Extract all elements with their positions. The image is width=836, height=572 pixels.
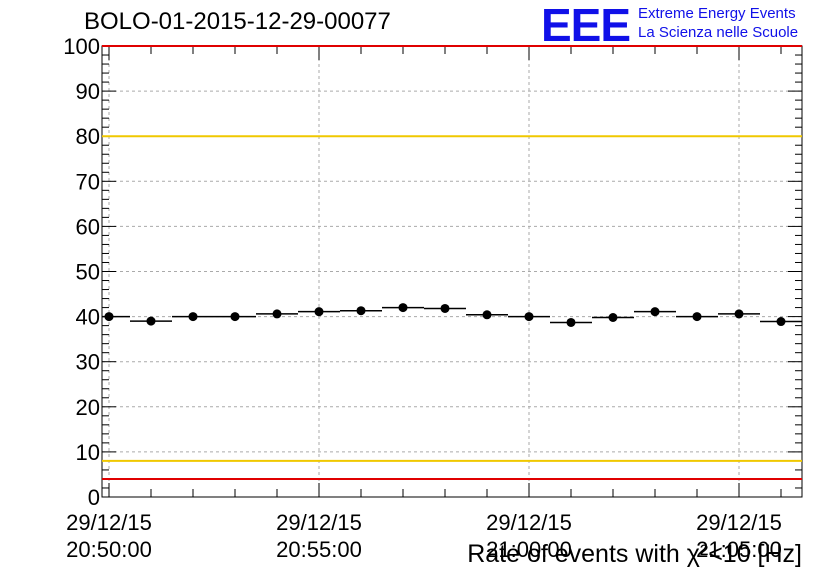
chart-title: BOLO-01-2015-12-29-00077 [84,8,391,35]
x-tick-date-label: 29/12/15 [486,510,572,535]
data-point [104,312,114,322]
x-tick-date-label: 29/12/15 [276,510,362,535]
x-tick-time-label: 20:50:00 [66,537,152,562]
data-point [146,316,156,326]
x-tick-time-label: 21:00:00 [486,537,572,562]
data-point [524,312,534,322]
y-tick-label: 100 [63,34,100,59]
y-tick-label: 20 [76,395,100,420]
data-point [650,307,660,317]
data-point [566,317,576,327]
data-point [776,317,786,327]
data-point [272,309,282,319]
y-tick-label: 0 [88,485,100,510]
data-point [230,312,240,322]
eee-logo: EEE [541,0,631,51]
y-tick-label: 60 [76,214,100,239]
data-point [692,312,702,322]
data-point [440,303,450,313]
x-tick-date-label: 29/12/15 [696,510,782,535]
data-point [314,307,324,317]
y-tick-label: 30 [76,350,100,375]
eee-logo-text: Extreme Energy Events La Scienza nelle S… [638,4,798,42]
y-tick-label: 10 [76,440,100,465]
x-tick-time-label: 20:55:00 [276,537,362,562]
data-point [188,312,198,322]
data-point [608,313,618,323]
y-tick-label: 80 [76,124,100,149]
logo-line-1: Extreme Energy Events [638,5,796,22]
x-tick-time-label: 21:05:00 [696,537,782,562]
data-point [356,306,366,316]
x-tick-date-label: 29/12/15 [66,510,152,535]
x-axis-title: Rate of events with χ²<10 [Hz] [467,540,802,568]
y-tick-label: 50 [76,260,100,285]
data-point [398,303,408,313]
data-point [482,310,492,320]
logo-line-2: La Scienza nelle Scuole [638,24,799,41]
y-tick-label: 70 [76,169,100,194]
y-tick-label: 40 [76,305,100,330]
data-point [734,309,744,319]
y-tick-label: 90 [76,79,100,104]
